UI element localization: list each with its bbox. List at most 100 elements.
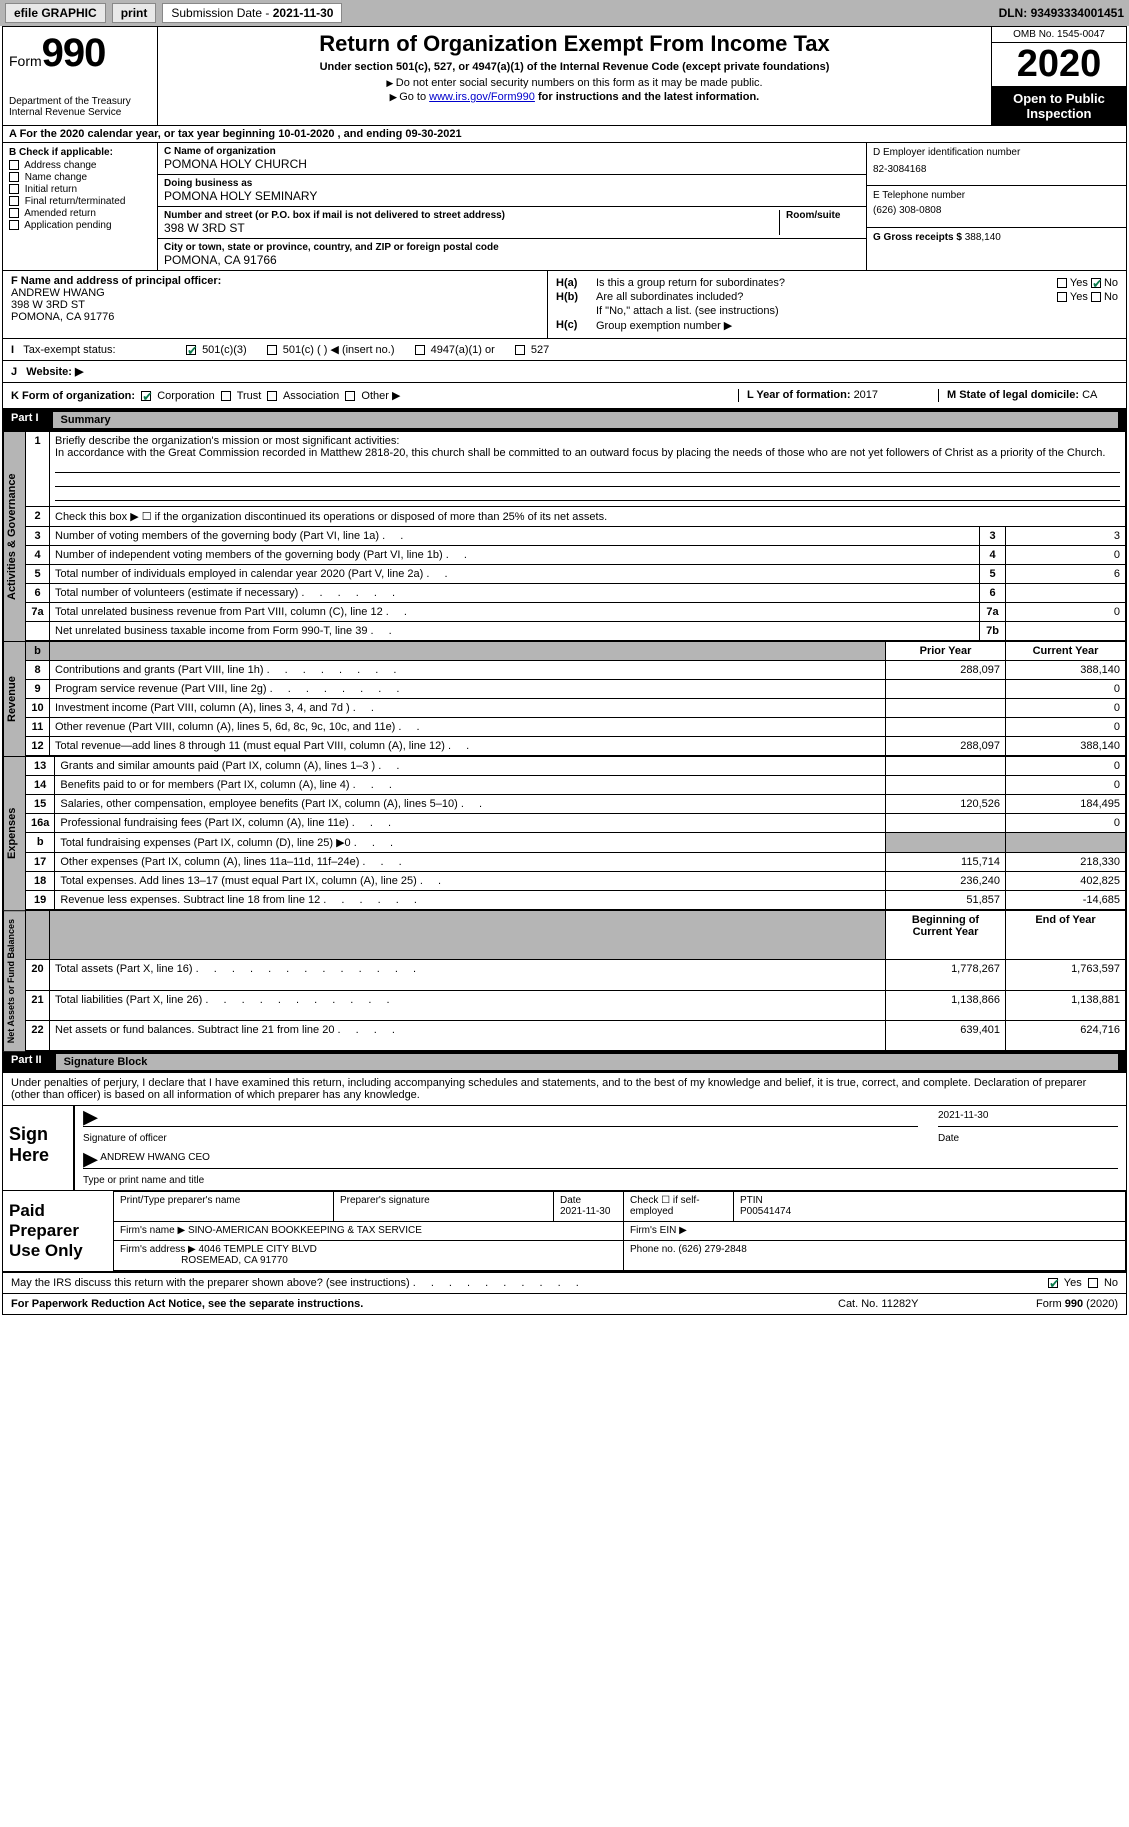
section-f-h: F Name and address of principal officer:… bbox=[3, 271, 1126, 339]
tax-year-row: A For the 2020 calendar year, or tax yea… bbox=[3, 126, 1126, 143]
tel-label: E Telephone number bbox=[873, 190, 1120, 201]
summary-row: 8Contributions and grants (Part VIII, li… bbox=[26, 661, 1126, 680]
date-label: Date bbox=[938, 1133, 1118, 1144]
form-no: 990 bbox=[42, 31, 106, 75]
discuss-yes: Yes bbox=[1064, 1277, 1082, 1289]
header-left: Form990 Department of the Treasury Inter… bbox=[3, 27, 158, 125]
ty-end: 09-30-2021 bbox=[405, 128, 461, 140]
mission-label: Briefly describe the organization's miss… bbox=[55, 435, 399, 447]
part2-header: Part II Signature Block bbox=[3, 1051, 1126, 1073]
k-trust: Trust bbox=[237, 390, 262, 402]
summary-row: 15Salaries, other compensation, employee… bbox=[26, 795, 1126, 814]
year-formation: 2017 bbox=[854, 389, 878, 401]
k-corp: Corporation bbox=[157, 390, 214, 402]
summary-expenses: Expenses 13Grants and similar amounts pa… bbox=[3, 756, 1126, 910]
summary-row: 16aProfessional fundraising fees (Part I… bbox=[26, 814, 1126, 833]
inst2-pre: Go to bbox=[399, 91, 429, 103]
summary-row: 21Total liabilities (Part X, line 26) . … bbox=[26, 990, 1126, 1020]
print-button[interactable]: print bbox=[112, 3, 157, 23]
hc-text: Group exemption number ▶ bbox=[596, 319, 1118, 332]
b-option: Initial return bbox=[9, 184, 151, 195]
part1-header: Part I Summary bbox=[3, 409, 1126, 431]
summary-row: 14Benefits paid to or for members (Part … bbox=[26, 776, 1126, 795]
column-b: B Check if applicable: Address change Na… bbox=[3, 143, 158, 270]
ha-text: Is this a group return for subordinates? bbox=[596, 277, 1057, 289]
summary-row: 10Investment income (Part VIII, column (… bbox=[26, 699, 1126, 718]
governance-table: 1 Briefly describe the organization's mi… bbox=[25, 431, 1126, 641]
col-begin: Beginning of Current Year bbox=[912, 914, 979, 938]
part1-title: Summary bbox=[53, 412, 1118, 428]
summary-row: Net unrelated business taxable income fr… bbox=[26, 622, 1126, 641]
form-footer: Form 990 (2020) bbox=[988, 1298, 1118, 1310]
vtab-revenue: Revenue bbox=[3, 641, 25, 756]
ty-label: A For the 2020 calendar year, or tax yea… bbox=[9, 128, 278, 140]
sig-officer-label: Signature of officer bbox=[83, 1133, 938, 1144]
submission-date-value: 2021-11-30 bbox=[273, 6, 334, 20]
ein-row: D Employer identification number 82-3084… bbox=[867, 143, 1126, 186]
firm-addr1: 4046 TEMPLE CITY BLVD bbox=[199, 1244, 317, 1255]
summary-row: 12Total revenue—add lines 8 through 11 (… bbox=[26, 737, 1126, 756]
netassets-table: Beginning of Current YearEnd of Year 20T… bbox=[25, 910, 1126, 1051]
gross-row: G Gross receipts $ 388,140 bbox=[867, 228, 1126, 270]
summary-row: 17Other expenses (Part IX, column (A), l… bbox=[26, 853, 1126, 872]
header-mid: Return of Organization Exempt From Incom… bbox=[158, 27, 991, 125]
paid-preparer-block: Paid Preparer Use Only Print/Type prepar… bbox=[3, 1191, 1126, 1273]
hc-label: H(c) bbox=[556, 319, 596, 331]
hb-text: Are all subordinates included? bbox=[596, 291, 1057, 303]
dln-label: DLN: bbox=[999, 6, 1031, 20]
summary-row: 20Total assets (Part X, line 16) . . . .… bbox=[26, 960, 1126, 990]
summary-row: 6Total number of volunteers (estimate if… bbox=[26, 584, 1126, 603]
addr-label: Number and street (or P.O. box if mail i… bbox=[164, 210, 773, 221]
hb-yes: Yes bbox=[1070, 291, 1088, 303]
sig-arrow-icon: ▸ bbox=[83, 1100, 98, 1133]
part2-num: Part II bbox=[11, 1054, 52, 1070]
open-to-public: Open to Public Inspection bbox=[992, 87, 1126, 125]
address-row: Number and street (or P.O. box if mail i… bbox=[158, 207, 866, 239]
firm-addr2: ROSEMEAD, CA 91770 bbox=[181, 1255, 288, 1266]
summary-revenue: Revenue bPrior YearCurrent Year 8Contrib… bbox=[3, 641, 1126, 756]
hb-label: H(b) bbox=[556, 291, 596, 303]
b-option: Application pending bbox=[9, 220, 151, 231]
summary-row: bTotal fundraising expenses (Part IX, co… bbox=[26, 833, 1126, 853]
expenses-table: 13Grants and similar amounts paid (Part … bbox=[25, 756, 1126, 910]
hb-note: If "No," attach a list. (see instruction… bbox=[596, 305, 1118, 317]
form-org-label: K Form of organization: bbox=[11, 390, 135, 402]
summary-row: 9Program service revenue (Part VIII, lin… bbox=[26, 680, 1126, 699]
form-990: Form990 Department of the Treasury Inter… bbox=[2, 26, 1127, 1315]
department: Department of the Treasury Internal Reve… bbox=[9, 96, 151, 118]
dba-row: Doing business as POMONA HOLY SEMINARY bbox=[158, 175, 866, 207]
summary-row: 7aTotal unrelated business revenue from … bbox=[26, 603, 1126, 622]
submission-date-label: Submission Date - bbox=[171, 6, 272, 20]
dln-value: 93493334001451 bbox=[1031, 6, 1124, 20]
pp-sig-label: Preparer's signature bbox=[334, 1192, 554, 1222]
b-option: Name change bbox=[9, 172, 151, 183]
instruction-1: Do not enter social security numbers on … bbox=[166, 77, 983, 89]
section-b-through-g: B Check if applicable: Address change Na… bbox=[3, 143, 1126, 271]
paid-preparer-label: Paid Preparer Use Only bbox=[3, 1191, 113, 1271]
part1-num: Part I bbox=[11, 412, 49, 428]
officer-addr1: 398 W 3RD ST bbox=[11, 299, 85, 311]
firm-name: SINO-AMERICAN BOOKKEEPING & TAX SERVICE bbox=[188, 1225, 422, 1236]
revenue-table: bPrior YearCurrent Year 8Contributions a… bbox=[25, 641, 1126, 756]
summary-row: 19Revenue less expenses. Subtract line 1… bbox=[26, 891, 1126, 910]
domicile-label: M State of legal domicile: bbox=[947, 389, 1082, 401]
city-value: POMONA, CA 91766 bbox=[164, 253, 860, 267]
inst2-post: for instructions and the latest informat… bbox=[535, 91, 759, 103]
year-footer: 2020 bbox=[1090, 1298, 1114, 1310]
omb-number: OMB No. 1545-0047 bbox=[992, 27, 1126, 43]
discuss-row: May the IRS discuss this return with the… bbox=[3, 1273, 1126, 1294]
form990-link[interactable]: www.irs.gov/Form990 bbox=[429, 91, 535, 103]
summary-row: 13Grants and similar amounts paid (Part … bbox=[26, 757, 1126, 776]
form-number: Form990 bbox=[9, 31, 151, 76]
b-option: Final return/terminated bbox=[9, 196, 151, 207]
ty-begin: 10-01-2020 bbox=[278, 128, 334, 140]
summary-row: 11Other revenue (Part VIII, column (A), … bbox=[26, 718, 1126, 737]
org-name: POMONA HOLY CHURCH bbox=[164, 157, 860, 171]
b-option: Address change bbox=[9, 160, 151, 171]
firm-ein-label: Firm's EIN ▶ bbox=[624, 1222, 1126, 1241]
line-i: I Tax-exempt status: 501(c)(3) 501(c) ( … bbox=[3, 339, 1126, 361]
room-label: Room/suite bbox=[786, 210, 860, 221]
sig-arrow-icon-2: ▸ bbox=[83, 1142, 98, 1175]
ha-no: No bbox=[1104, 277, 1118, 289]
form-no-footer: 990 bbox=[1065, 1298, 1083, 1310]
